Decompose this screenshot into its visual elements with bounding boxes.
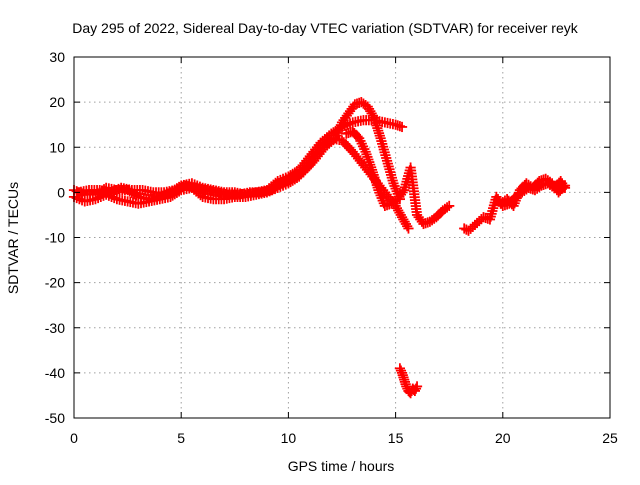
data-point-marker: [411, 381, 423, 392]
axes: [73, 56, 611, 419]
tick-labels: 0 5 10 15 20 25 -50 -40 -30 -20 -10 0 10 20 30: [45, 49, 618, 446]
x-tick-label: 5: [177, 430, 185, 446]
data-points: [68, 97, 571, 399]
data-point-marker: [403, 223, 414, 234]
y-tick-label: 20: [49, 94, 65, 110]
x-tick-label: 20: [495, 430, 511, 446]
data-point-marker: [558, 182, 569, 193]
data-point-marker: [444, 200, 455, 212]
x-tick-label: 0: [70, 430, 78, 446]
chart-title: Day 295 of 2022, Sidereal Day-to-day VTE…: [72, 20, 578, 36]
y-tick-label: -20: [45, 275, 65, 291]
data-point-marker: [396, 121, 408, 133]
y-tick-label: 0: [57, 184, 65, 200]
y-tick-label: -40: [45, 365, 65, 381]
x-tick-label: 15: [388, 430, 404, 446]
y-axis-title: SDTVAR / TECUs: [5, 182, 21, 294]
x-tick-label: 25: [602, 430, 618, 446]
y-tick-label: -10: [45, 230, 65, 246]
data-point-marker: [559, 180, 571, 191]
x-tick-label: 10: [281, 430, 297, 446]
y-tick-label: 30: [49, 49, 65, 65]
grid-lines: [74, 57, 610, 418]
x-axis-title: GPS time / hours: [288, 458, 395, 474]
y-tick-label: -30: [45, 320, 65, 336]
y-tick-label: -50: [45, 410, 65, 426]
y-tick-label: 10: [49, 139, 65, 155]
